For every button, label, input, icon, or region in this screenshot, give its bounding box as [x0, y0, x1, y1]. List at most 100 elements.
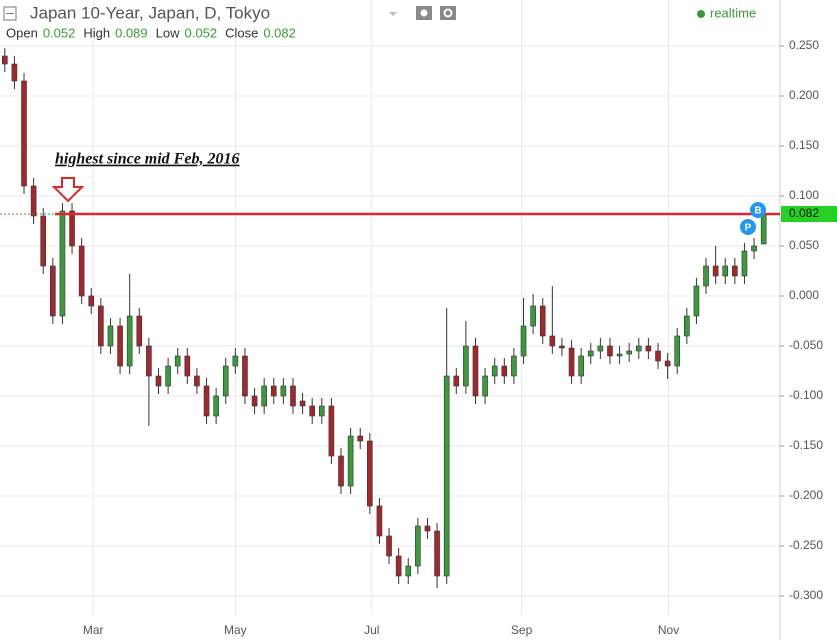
candle-body: [549, 335, 556, 347]
candle-body: [732, 265, 738, 277]
candle-body: [520, 325, 527, 357]
status: realtime: [710, 5, 756, 20]
candle-body: [78, 245, 85, 297]
candle-body: [251, 395, 258, 407]
status-dot: [697, 10, 705, 18]
y-tick-label: -0.050: [789, 338, 823, 352]
y-tick-label: 0.200: [789, 88, 819, 102]
candle-body: [616, 353, 623, 357]
candle-body: [174, 355, 181, 367]
badge-label: P: [745, 223, 752, 234]
y-tick-label: -0.250: [789, 538, 823, 552]
price-label-box: [781, 206, 837, 222]
candle-body: [568, 347, 575, 377]
x-tick-label: Mar: [83, 623, 104, 637]
candle-body: [146, 345, 152, 377]
candle-body: [367, 440, 373, 507]
candle-body: [155, 375, 162, 387]
y-tick-label: 0.150: [789, 138, 819, 152]
collapse-icon[interactable]: [3, 6, 17, 21]
candle-body: [712, 265, 719, 277]
y-tick-label: 0.100: [789, 188, 819, 202]
candle-body: [376, 505, 383, 537]
candle-body: [117, 325, 123, 367]
candle-body: [290, 385, 296, 407]
candle-body: [328, 405, 335, 457]
price-label: 0.082: [789, 206, 819, 220]
candle-body: [453, 375, 460, 387]
candle-body: [722, 265, 729, 277]
dropdown-arrow[interactable]: [389, 12, 397, 16]
candle-body: [88, 295, 95, 307]
candle-body: [760, 213, 767, 245]
candle-body: [69, 210, 75, 247]
y-tick-label: -0.300: [789, 588, 823, 602]
candle-body: [635, 345, 642, 352]
ohlc-label: Low: [156, 25, 180, 40]
x-tick-label: Jul: [364, 623, 379, 637]
candle-body: [530, 305, 536, 327]
candle-body: [2, 55, 8, 65]
candle-body: [203, 385, 210, 417]
candle-body: [578, 355, 584, 377]
candle-body: [136, 315, 143, 347]
candle-body: [194, 375, 200, 387]
x-tick-label: Nov: [658, 623, 679, 637]
candle-body: [424, 525, 431, 532]
candle-body: [607, 345, 613, 357]
candle-body: [539, 305, 546, 337]
candle-body: [491, 365, 498, 377]
candle-body: [318, 405, 325, 417]
candle-body: [309, 405, 315, 417]
candle-body: [511, 355, 517, 377]
candle-body: [347, 435, 354, 487]
ohlc-label: High: [83, 25, 110, 40]
candle-body: [165, 365, 171, 387]
candle-body: [655, 350, 661, 362]
x-tick-label: Sep: [511, 623, 533, 637]
y-tick-label: -0.100: [789, 388, 823, 402]
candle-body: [232, 355, 239, 367]
candle-body: [684, 315, 690, 337]
candle-body: [463, 345, 469, 387]
ohlc-value: 0.052: [43, 25, 76, 40]
candle-body: [126, 315, 133, 367]
candle-body: [261, 385, 267, 407]
candle-body: [21, 80, 27, 187]
candle-body: [184, 355, 191, 377]
eye-pupil: [420, 9, 428, 17]
candle-body: [386, 535, 392, 557]
candle-body: [299, 400, 306, 407]
badge: [750, 202, 766, 218]
candles: [2, 48, 767, 588]
candle-body: [626, 350, 632, 355]
y-tick-label: -0.150: [789, 438, 823, 452]
candle-body: [270, 385, 277, 397]
candle-body: [50, 265, 56, 317]
y-tick-label: 0.050: [789, 238, 819, 252]
candle-body: [415, 525, 421, 567]
candle-body: [338, 455, 344, 487]
candle-body: [357, 435, 364, 442]
candle-body: [11, 63, 18, 82]
candle-body: [587, 350, 594, 357]
candle-body: [59, 210, 66, 317]
candle-body: [664, 360, 671, 367]
candle-body: [213, 395, 219, 417]
y-tick-label: 0.250: [789, 38, 819, 52]
y-tick-label: 0.000: [789, 288, 819, 302]
ohlc-header: Open 0.052 High 0.089 Low 0.052 Close 0.082: [6, 25, 296, 40]
ohlc-value: 0.082: [263, 25, 296, 40]
gear: [443, 8, 453, 18]
y-tick-label: -0.200: [789, 488, 823, 502]
annotation-arrow: [51, 177, 85, 203]
candle-body: [693, 285, 700, 317]
settings-icon[interactable]: [440, 6, 456, 20]
candle-body: [597, 345, 604, 352]
candle-body: [482, 375, 488, 397]
ohlc-label: Open: [6, 25, 38, 40]
candle-body: [242, 355, 248, 397]
ohlc-value: 0.052: [185, 25, 218, 40]
candle-body: [395, 555, 402, 577]
candle-body: [30, 185, 37, 217]
